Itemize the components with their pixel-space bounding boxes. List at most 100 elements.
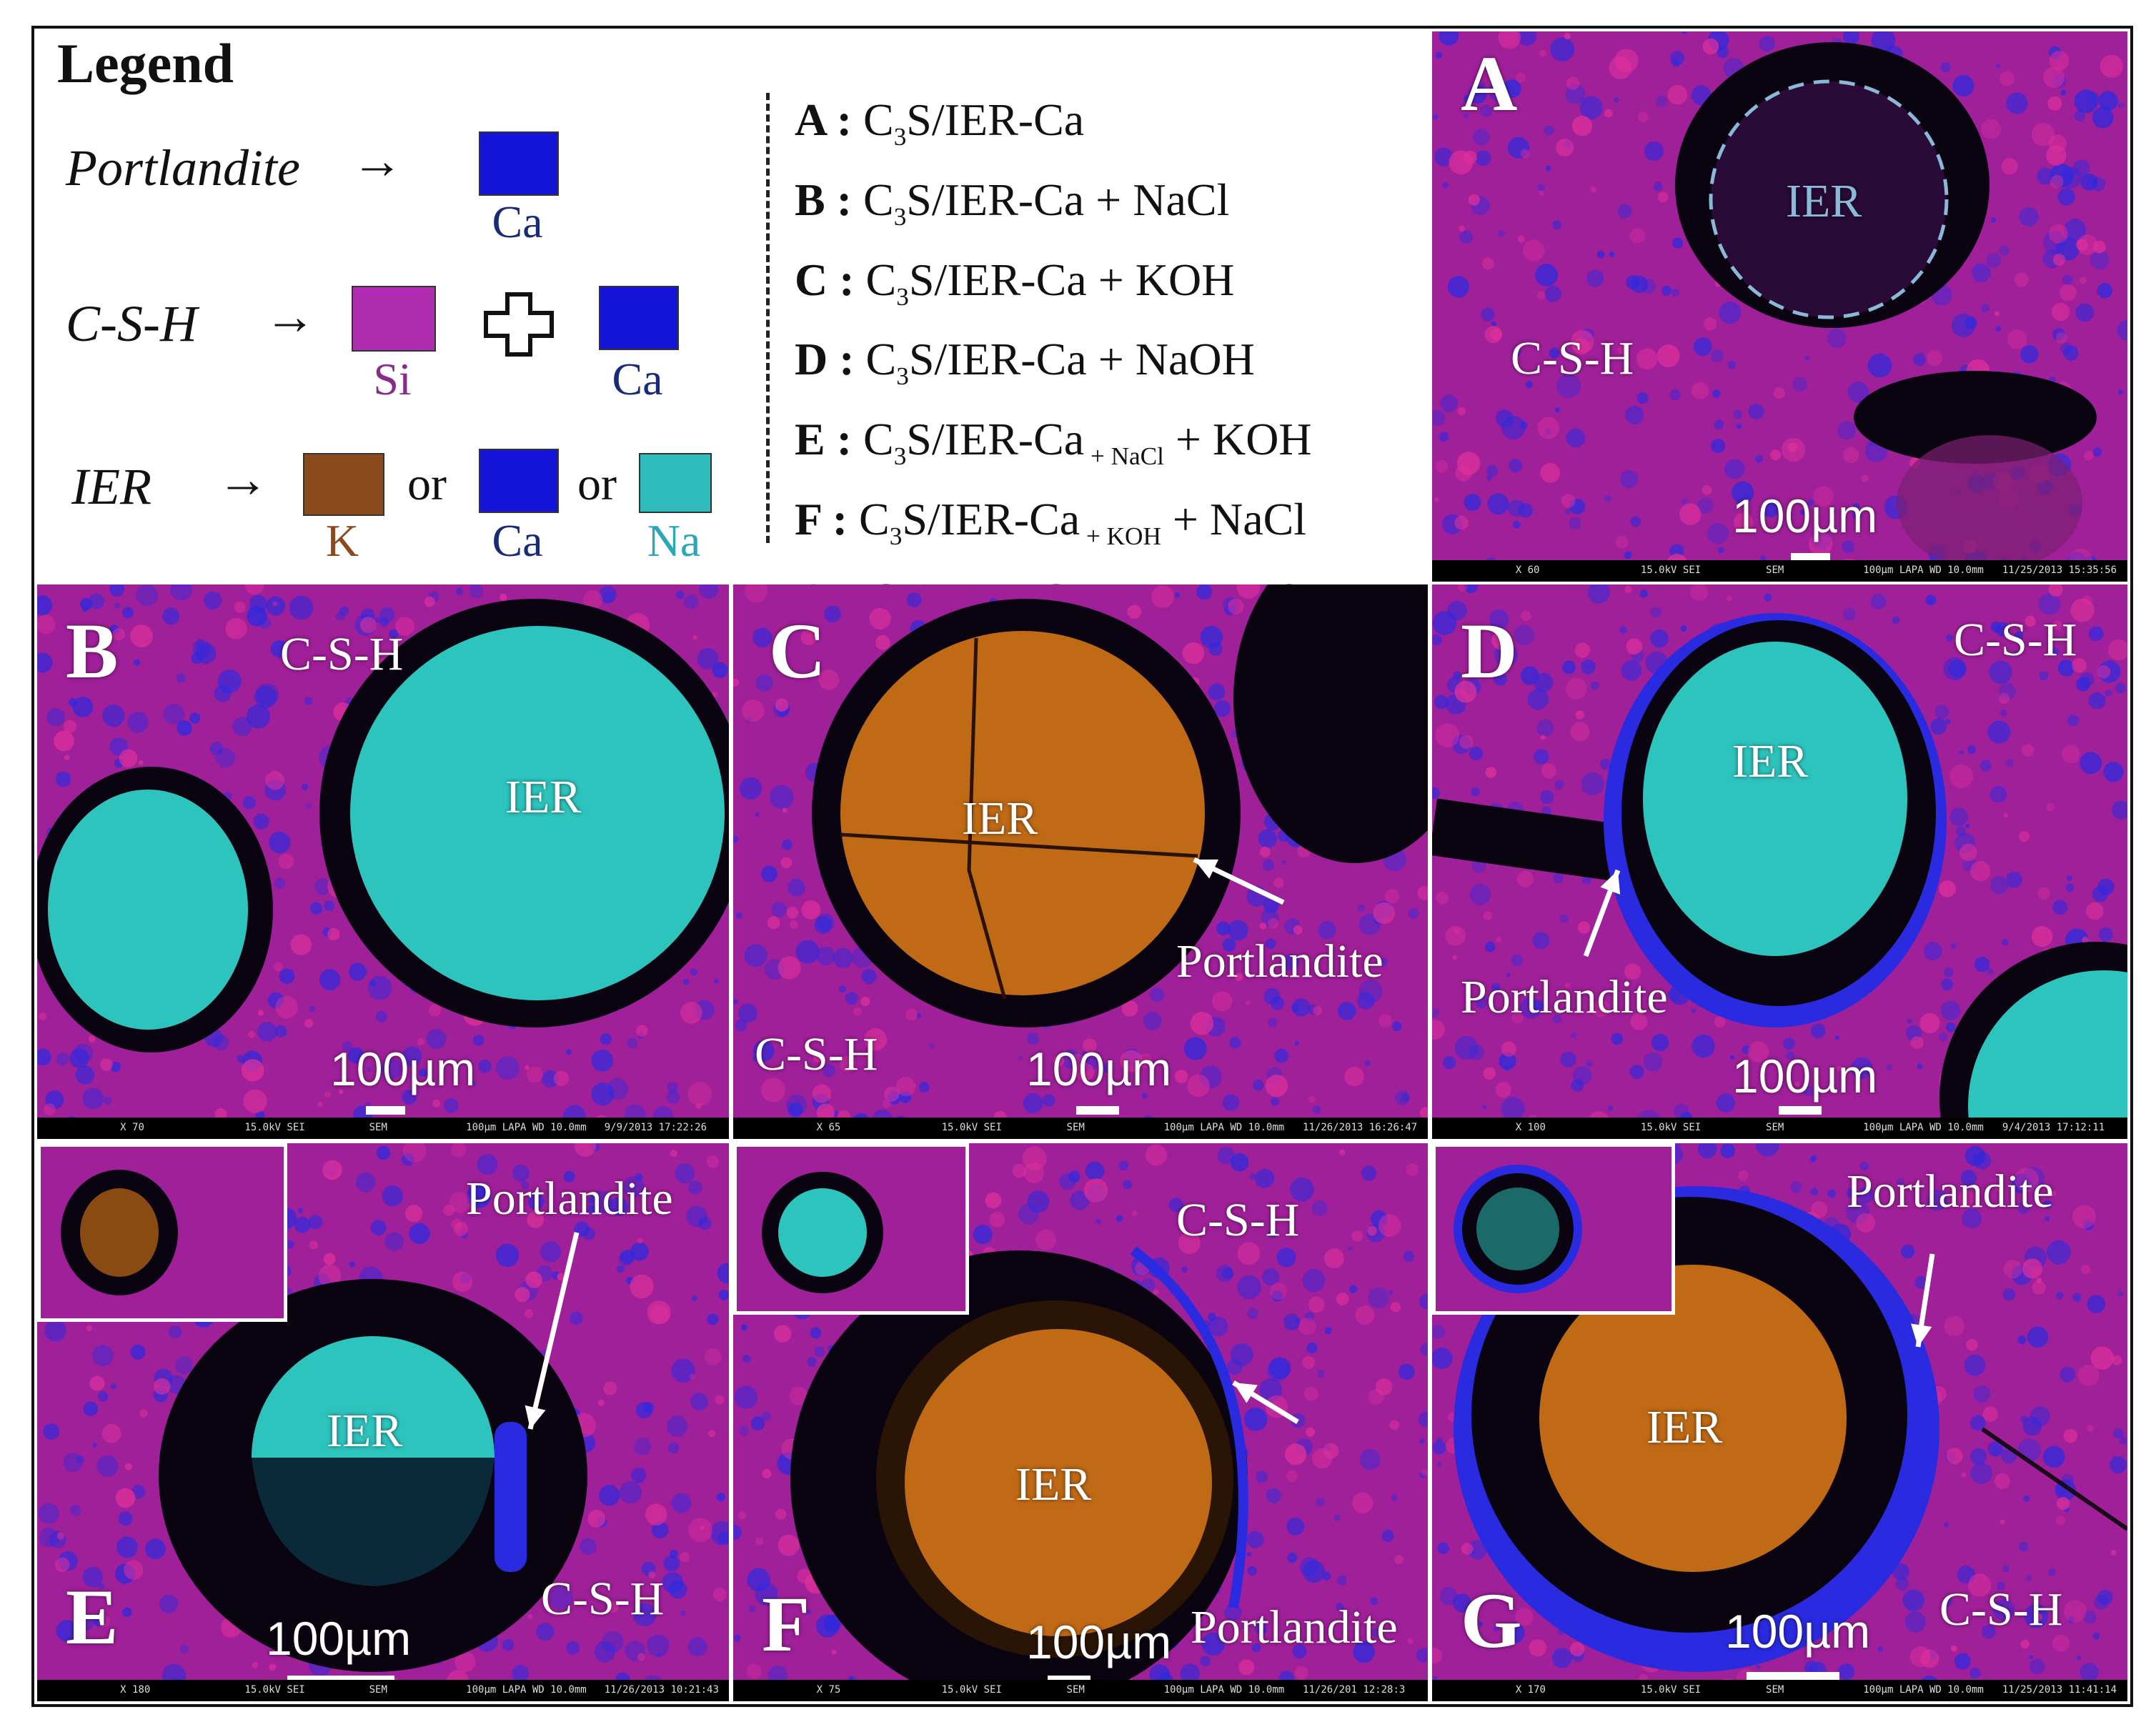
scale-bar-label: 100µm [1026, 1042, 1172, 1095]
speckle [767, 916, 780, 930]
speckle [1478, 1621, 1484, 1627]
speckle [1419, 1107, 1428, 1119]
speckle [1391, 1494, 1398, 1500]
speckle [1483, 1067, 1496, 1080]
speckle [713, 978, 720, 984]
speckle [1442, 1055, 1456, 1070]
speckle [2017, 1335, 2027, 1345]
speckle [2062, 274, 2073, 285]
swatch-ier-na [639, 453, 712, 513]
speckle [2036, 1278, 2042, 1283]
plus-icon [484, 292, 554, 357]
speckle [1868, 441, 1874, 447]
speckle [1852, 511, 1862, 520]
speckle [130, 624, 154, 648]
speckle [1285, 1443, 1307, 1465]
speckle [1517, 235, 1525, 243]
speckle [1432, 1020, 1445, 1040]
speckle [209, 742, 224, 756]
speckle [1566, 428, 1586, 448]
speckle [2055, 332, 2067, 344]
speckle [1454, 515, 1469, 530]
speckle [2111, 800, 2127, 820]
speckle [1959, 750, 1964, 755]
speckle [242, 796, 256, 810]
speckle [1972, 263, 1991, 282]
speckle [591, 1050, 614, 1072]
speckle [1513, 521, 1521, 529]
speckle [177, 673, 186, 683]
case-formula: C [865, 334, 897, 385]
case-formula: C [863, 414, 894, 465]
speckle [1802, 1085, 1814, 1097]
speckle [1230, 1343, 1253, 1366]
speckle [1834, 1035, 1839, 1040]
speckle [1368, 1388, 1384, 1405]
speckle [322, 1160, 342, 1180]
speckle [2048, 1568, 2056, 1576]
panel-letter: C [769, 607, 826, 695]
speckle [599, 585, 617, 604]
panel-c: C IER C-S-H Portlandite 100µm X 65 15.0kV SEI S… [733, 584, 1428, 1139]
panel-g: G IER C-S-H Portlandite 100µm X 170 15.0kV SEI… [1432, 1143, 2127, 1701]
speckle [667, 1082, 679, 1093]
speckle [786, 1095, 808, 1115]
speckle [104, 1096, 112, 1105]
speckle [247, 605, 267, 627]
speckle [985, 1192, 1002, 1209]
speckle [189, 712, 201, 724]
speckle [272, 601, 278, 607]
speckle [374, 617, 381, 623]
speckle [1717, 547, 1724, 554]
speckle [2075, 677, 2090, 692]
speckle [692, 635, 697, 640]
speckle [1946, 634, 1954, 642]
speckle [2050, 647, 2060, 656]
speckle [699, 584, 719, 599]
speckle [1416, 1648, 1428, 1663]
speckle [1459, 230, 1473, 244]
caption-ca: Ca [492, 196, 543, 247]
crack [967, 637, 1007, 1000]
speckle [1986, 967, 1994, 975]
speckle [2088, 692, 2106, 710]
speckle [1283, 1313, 1301, 1330]
speckle [1212, 991, 1233, 1012]
speckle [1227, 920, 1248, 941]
speckle [1981, 304, 1990, 313]
speckle [1507, 136, 1530, 159]
speckle [1469, 884, 1491, 905]
speckle [1246, 1531, 1264, 1548]
speckle [118, 1511, 133, 1526]
swatch-csh-ca [599, 286, 679, 350]
micrograph [37, 584, 729, 1139]
speckle [1348, 1285, 1358, 1293]
speckle [1957, 1190, 1974, 1207]
sem-info-bar: X 170 15.0kV SEI SEM 100µm LAPA WD 10.0mm 11… [1432, 1680, 2127, 1701]
speckle [1012, 1163, 1027, 1178]
speckle [2120, 1436, 2127, 1445]
speckle [2039, 671, 2049, 681]
speckle [1861, 474, 1869, 482]
speckle [2060, 342, 2073, 355]
scale-bar-label: 100µm [1732, 1050, 1878, 1103]
csh-label: C-S-H [541, 1573, 665, 1625]
portlandite-deposit [495, 1422, 527, 1572]
speckle [444, 1098, 459, 1113]
speckle [2090, 250, 2110, 270]
speckle [1479, 104, 1493, 117]
speckle [1495, 1082, 1511, 1098]
speckle [1435, 51, 1442, 59]
speckle [2046, 802, 2055, 812]
speckle [1394, 1090, 1410, 1105]
speckle [1464, 494, 1481, 512]
speckle [256, 683, 279, 707]
sem-info-text: X 65 [816, 1122, 841, 1133]
speckle [599, 1485, 620, 1506]
speckle [1804, 355, 1810, 361]
speckle [370, 1220, 387, 1235]
speckle [1748, 403, 1764, 420]
speckle [2002, 938, 2009, 946]
speckle [1298, 1318, 1316, 1335]
speckle [102, 704, 125, 727]
